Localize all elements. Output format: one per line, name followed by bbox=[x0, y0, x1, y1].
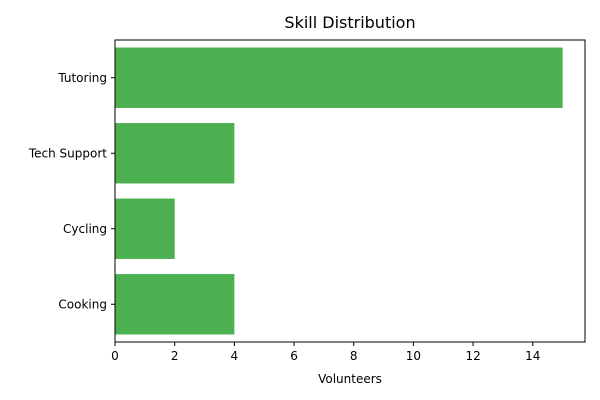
bar-cycling bbox=[115, 198, 175, 259]
x-tick-label-6: 6 bbox=[290, 349, 298, 363]
x-axis-label: Volunteers bbox=[318, 372, 382, 386]
bar-tutoring bbox=[115, 47, 563, 108]
chart-title: Skill Distribution bbox=[284, 13, 415, 32]
x-tick-label-2: 2 bbox=[171, 349, 179, 363]
y-tick-label-cooking: Cooking bbox=[58, 297, 107, 311]
y-tick-label-tutoring: Tutoring bbox=[57, 71, 107, 85]
x-tick-label-10: 10 bbox=[406, 349, 421, 363]
bar-tech-support bbox=[115, 123, 235, 184]
x-axis-ticks: 0 2 4 6 8 10 12 14 bbox=[111, 342, 540, 363]
y-tick-label-tech-support: Tech Support bbox=[28, 146, 107, 160]
plot-frame bbox=[114, 39, 586, 343]
x-tick-label-12: 12 bbox=[465, 349, 480, 363]
bar-cooking bbox=[115, 274, 235, 335]
x-tick-label-4: 4 bbox=[231, 349, 239, 363]
x-tick-label-8: 8 bbox=[350, 349, 358, 363]
y-axis-ticks: Cooking Cycling Tech Support Tutoring bbox=[28, 71, 115, 311]
x-tick-label-0: 0 bbox=[111, 349, 119, 363]
y-tick-label-cycling: Cycling bbox=[63, 222, 107, 236]
x-tick-label-14: 14 bbox=[525, 349, 540, 363]
bars-group bbox=[115, 47, 563, 335]
